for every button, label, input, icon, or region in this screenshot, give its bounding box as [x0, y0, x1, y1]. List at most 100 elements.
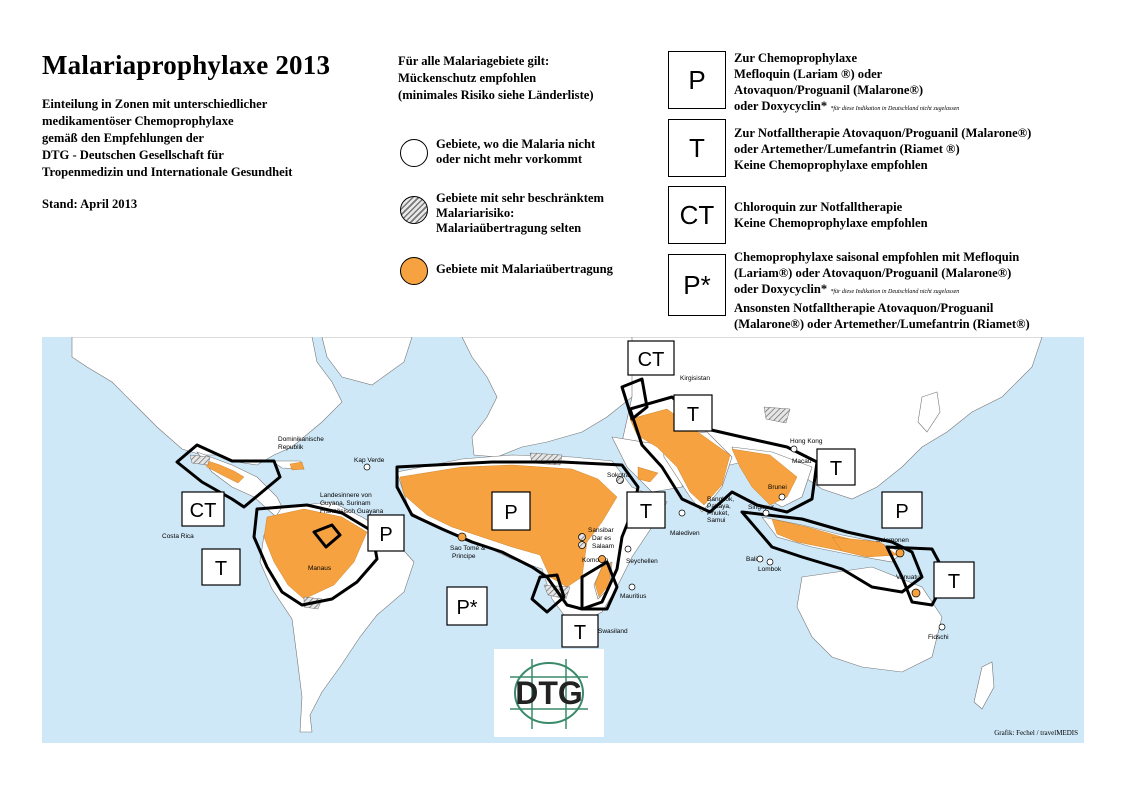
- marker-box: [491, 491, 531, 531]
- zone-p-box: P: [668, 51, 726, 109]
- label-sansibar: Sansibar: [588, 527, 614, 534]
- marker-p-americas: P: [379, 524, 392, 546]
- label-phuket: Phuket,: [707, 510, 729, 517]
- zone-line: Ansonsten Notfalltherapie Atovaquon/Prog…: [734, 301, 994, 315]
- zone-line: Keine Chemoprophylaxe empfohlen: [734, 216, 928, 230]
- marker-salomonen: [895, 548, 905, 558]
- marker-t-asia: T: [687, 404, 699, 426]
- zone-footnote: *für diese Indikation in Deutschland nic…: [830, 289, 960, 295]
- label-kap-verde: Kap Verde: [354, 457, 385, 464]
- marker-p-pacific: P: [895, 501, 908, 523]
- label-dar-es: Dar es: [592, 535, 612, 542]
- marker-box: [201, 548, 241, 586]
- marker-box: [881, 491, 923, 529]
- zone-line: Mefloquin (Lariam ®) oder: [734, 67, 883, 81]
- marker-mauritius: [628, 583, 636, 591]
- marker-bali: [756, 555, 764, 563]
- marker-singapur: [762, 509, 770, 517]
- new-zealand: [973, 661, 995, 710]
- zone-p-description: Zur Chemoprophylaxe Mefloquin (Lariam ®)…: [734, 50, 959, 117]
- marker-box: [627, 340, 675, 376]
- subtitle-line: Einteilung in Zonen mit unterschiedliche…: [42, 97, 268, 111]
- zone-border-indonesia: [740, 510, 924, 594]
- legend-limited-risk: Gebiete mit sehr beschränktem Malariaris…: [436, 191, 604, 236]
- zone-pstar-box: P*: [668, 254, 726, 316]
- marker-t-pacific: T: [948, 571, 960, 593]
- marker-ct-asia: CT: [638, 349, 665, 371]
- malaria-new-guinea: [831, 536, 898, 558]
- label-salaam: Salaam: [592, 543, 614, 550]
- label-lombok: Lombok: [758, 566, 782, 573]
- label-landesinnere: Guyana, Surinam: [320, 500, 371, 507]
- page-title: Malariaprophylaxe 2013: [42, 50, 331, 80]
- japan: [917, 391, 941, 433]
- logo-globe: [514, 662, 584, 724]
- marker-lombok: [766, 558, 774, 566]
- marker-t-africa-east: T: [640, 501, 652, 523]
- marker-hong-kong: [790, 445, 798, 453]
- zone-line: oder Artemether/Lumefantrin (Riamet ®): [734, 142, 960, 156]
- legend-line: Gebiete, wo die Malaria nicht: [436, 137, 596, 151]
- place-labels: Dominikanische Republik Kap Verde Landes…: [162, 375, 949, 641]
- map-credit: Grafik: Fechel / travelMEDIS: [994, 729, 1078, 737]
- label-brunei: Brunei: [768, 484, 787, 491]
- marker-ct-americas: CT: [190, 500, 217, 522]
- label-komoren: Komoren: [582, 557, 609, 564]
- marker-t-swasiland: T: [574, 622, 586, 644]
- marker-malediven: [678, 509, 686, 517]
- legend-transmission: Gebiete mit Malariaübertragung: [436, 262, 613, 276]
- greenland: [321, 337, 413, 386]
- zone-borders: [175, 377, 949, 614]
- label-sao-tome: Sao Tomé &: [450, 545, 486, 552]
- marker-box: [933, 561, 975, 599]
- marker-sansibar: [578, 533, 586, 541]
- zone-line: Zur Chemoprophylaxe: [734, 51, 858, 65]
- label-pattaya: Pattaya,: [707, 503, 731, 510]
- marker-seychellen: [624, 545, 632, 553]
- marker-box: [626, 491, 666, 529]
- malaria-yemen: [637, 466, 659, 483]
- zone-line: Zur Notfalltherapie Atovaquon/Proguanil …: [734, 126, 1032, 140]
- label-landesinnere: Landesinnere von: [320, 492, 372, 499]
- label-manaus: Manaus: [308, 565, 332, 572]
- marker-sokotra: [616, 476, 624, 484]
- label-samui: Samui: [707, 517, 725, 524]
- marker-p-africa: P: [504, 502, 517, 524]
- label-bangkok: Bangkok,: [707, 496, 734, 503]
- zone-pstar-description: Chemoprophylaxe saisonal empfohlen mit M…: [734, 249, 1030, 332]
- label-hong-kong: Hong Kong: [790, 438, 823, 445]
- malaria-hispaniola: [289, 461, 305, 471]
- zone-line: Chemoprophylaxe saisonal empfohlen mit M…: [734, 250, 1020, 264]
- legend-line: oder nicht mehr vorkommt: [436, 152, 583, 166]
- label-landesinnere: Französisch Guayana: [320, 508, 384, 515]
- logo-text: DTG: [515, 675, 583, 711]
- zone-markers: CT T P CT T P T P* T T P T: [181, 340, 975, 648]
- marker-sao-tome: [457, 532, 467, 542]
- date-stand: Stand: April 2013: [42, 197, 138, 211]
- label-vanuatu: Vanuatu: [896, 574, 920, 581]
- dtg-logo: DTG: [494, 649, 604, 737]
- zone-border-central-america: [175, 443, 282, 509]
- legend-line: Malariarisiko:: [436, 206, 515, 220]
- label-swasiland: Swasiland: [598, 628, 628, 635]
- label-fidschi: Fidschi: [928, 634, 949, 641]
- zone-border-guyana: [312, 523, 342, 549]
- marker-kap-verde: [363, 463, 371, 471]
- label-seychellen: Seychellen: [626, 558, 658, 565]
- label-sao-tome: Principe: [452, 553, 476, 560]
- general-heading: Für alle Malariagebiete gilt:: [398, 54, 550, 68]
- australia: [796, 566, 943, 673]
- zone-line: oder Doxycyclin*: [734, 99, 828, 113]
- legend-line: Gebiete mit sehr beschränktem: [436, 191, 605, 205]
- marker-box: [561, 614, 599, 648]
- marker-t-east-asia: T: [830, 458, 842, 480]
- label-malediven: Malediven: [670, 530, 700, 537]
- zone-line: (Lariam®) oder Atovaquon/Proguanil (Mala…: [734, 266, 1012, 280]
- zone-line: Keine Chemoprophylaxe empfohlen: [734, 158, 928, 172]
- label-costa-rica: Costa Rica: [162, 533, 194, 540]
- zone-border-south-africa: [530, 573, 566, 614]
- legend-no-malaria: Gebiete, wo die Malaria nicht oder nicht…: [436, 137, 595, 167]
- malaria-transmission-symbol: [400, 257, 428, 285]
- zone-footnote: *für diese Indikation in Deutschland nic…: [830, 106, 960, 112]
- marker-fidschi: [938, 623, 946, 631]
